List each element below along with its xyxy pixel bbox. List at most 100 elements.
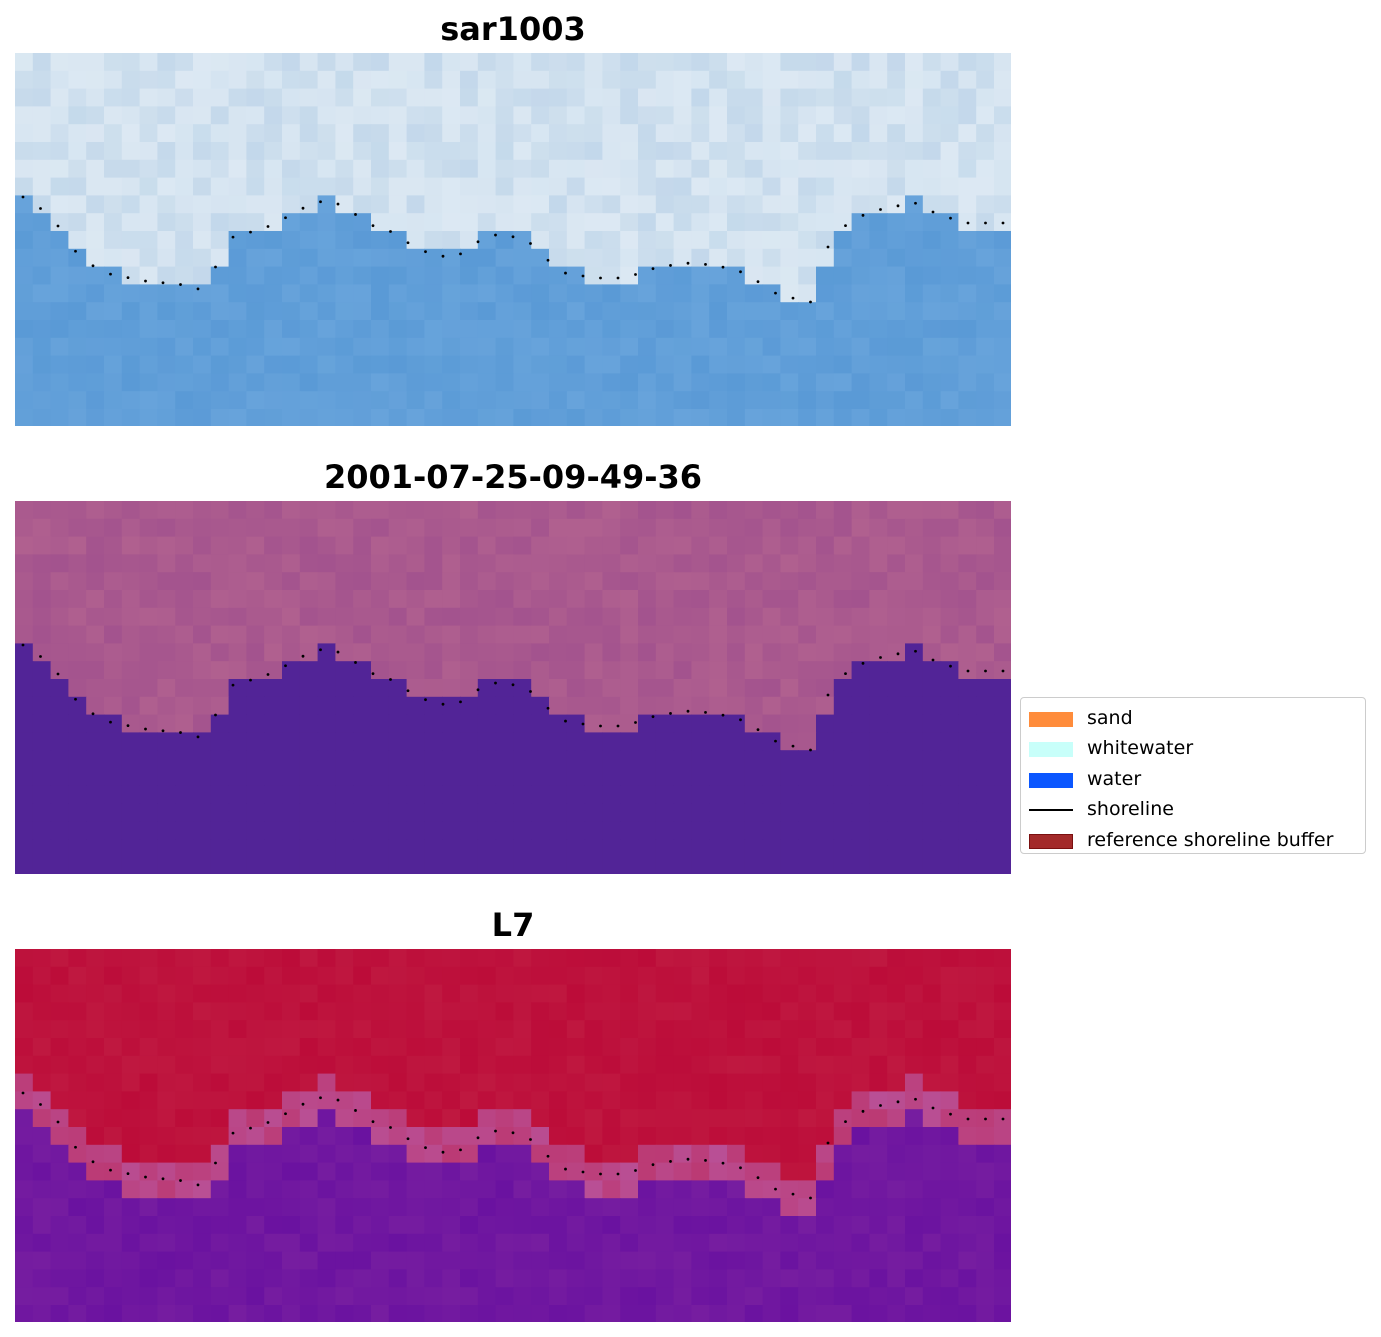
raster-cell xyxy=(157,195,176,214)
raster-cell xyxy=(816,984,835,1003)
raster-cell xyxy=(958,1091,977,1110)
raster-cell xyxy=(121,409,141,426)
raster-cell xyxy=(531,1020,550,1039)
raster-cell xyxy=(620,231,639,250)
raster-cell xyxy=(958,643,977,662)
raster-cell xyxy=(940,679,959,698)
raster-cell xyxy=(655,70,675,90)
raster-cell xyxy=(709,195,728,214)
raster-cell xyxy=(477,231,497,250)
raster-cell xyxy=(495,1162,514,1181)
raster-cell xyxy=(371,88,390,107)
raster-cell xyxy=(86,536,105,555)
raster-cell xyxy=(353,949,372,968)
raster-cell xyxy=(157,1127,176,1146)
raster-cell xyxy=(299,195,319,214)
raster-cell xyxy=(104,803,123,822)
raster-cell xyxy=(780,124,799,143)
raster-cell xyxy=(15,159,34,179)
raster-cell xyxy=(139,142,158,161)
raster-cell xyxy=(282,195,301,214)
raster-cell xyxy=(210,1216,230,1235)
raster-cell xyxy=(994,803,1011,822)
raster-cell xyxy=(371,1091,390,1110)
raster-cell xyxy=(887,1198,906,1217)
raster-cell xyxy=(709,231,728,250)
raster-cell xyxy=(994,70,1011,90)
raster-cell xyxy=(602,536,621,555)
shoreline-point xyxy=(389,678,392,681)
raster-cell xyxy=(157,337,176,357)
raster-cell xyxy=(620,373,639,392)
raster-cell xyxy=(727,750,746,769)
raster-cell xyxy=(353,53,372,72)
raster-cell xyxy=(15,679,34,698)
raster-cell xyxy=(869,177,888,196)
shoreline-point xyxy=(126,1172,130,1175)
raster-cell xyxy=(335,785,354,805)
raster-cell xyxy=(638,536,657,555)
raster-cell xyxy=(922,536,942,555)
shoreline-point xyxy=(91,1160,95,1164)
raster-cell xyxy=(744,1216,764,1235)
raster-cell xyxy=(762,590,781,609)
raster-cell xyxy=(673,248,692,268)
raster-cell xyxy=(691,266,710,285)
raster-cell xyxy=(798,857,817,874)
raster-cell xyxy=(531,1305,550,1322)
raster-cell xyxy=(744,70,764,90)
raster-cell xyxy=(851,536,870,555)
raster-cell xyxy=(691,625,710,644)
raster-cell xyxy=(531,768,550,787)
raster-cell xyxy=(86,679,105,698)
raster-cell xyxy=(424,607,443,627)
raster-cell xyxy=(353,1073,372,1092)
raster-cell xyxy=(406,124,425,143)
raster-cell xyxy=(335,195,354,214)
raster-cell xyxy=(602,373,621,392)
shoreline-point xyxy=(791,296,795,300)
raster-cell xyxy=(317,1251,336,1270)
raster-cell xyxy=(460,768,479,787)
raster-cell xyxy=(762,839,781,858)
raster-cell xyxy=(638,1020,657,1039)
raster-cell xyxy=(513,159,532,179)
raster-cell xyxy=(940,195,959,214)
raster-cell xyxy=(940,803,959,822)
raster-cell xyxy=(602,1144,621,1164)
raster-cell xyxy=(264,750,283,769)
raster-cell xyxy=(282,355,301,374)
raster-cell xyxy=(958,391,977,410)
raster-cell xyxy=(762,696,781,716)
raster-cell xyxy=(851,1162,870,1181)
raster-cell xyxy=(744,501,764,520)
raster-cell xyxy=(264,266,283,285)
raster-cell xyxy=(495,106,514,125)
raster-cell xyxy=(869,750,888,769)
raster-cell xyxy=(833,1144,853,1164)
raster-cell xyxy=(15,70,34,90)
raster-cell xyxy=(50,320,69,339)
raster-cell xyxy=(299,643,319,662)
raster-cell xyxy=(851,231,870,250)
raster-cell xyxy=(994,949,1011,968)
raster-cell xyxy=(121,839,141,858)
raster-cell xyxy=(104,1002,123,1021)
raster-cell xyxy=(32,714,52,733)
shoreline-point xyxy=(336,1098,340,1102)
raster-cell xyxy=(780,1269,799,1288)
raster-cell xyxy=(157,768,176,787)
raster-cell xyxy=(335,1233,354,1253)
raster-cell xyxy=(175,714,194,733)
raster-cell xyxy=(371,284,390,303)
raster-cell xyxy=(424,373,443,392)
raster-cell xyxy=(940,70,959,90)
raster-cell xyxy=(744,1233,764,1253)
raster-cell xyxy=(531,391,550,410)
raster-cell xyxy=(86,607,105,627)
raster-cell xyxy=(816,821,835,840)
raster-cell xyxy=(388,643,408,662)
raster-cell xyxy=(424,213,443,232)
raster-cell xyxy=(816,661,835,680)
raster-cell xyxy=(477,625,497,644)
